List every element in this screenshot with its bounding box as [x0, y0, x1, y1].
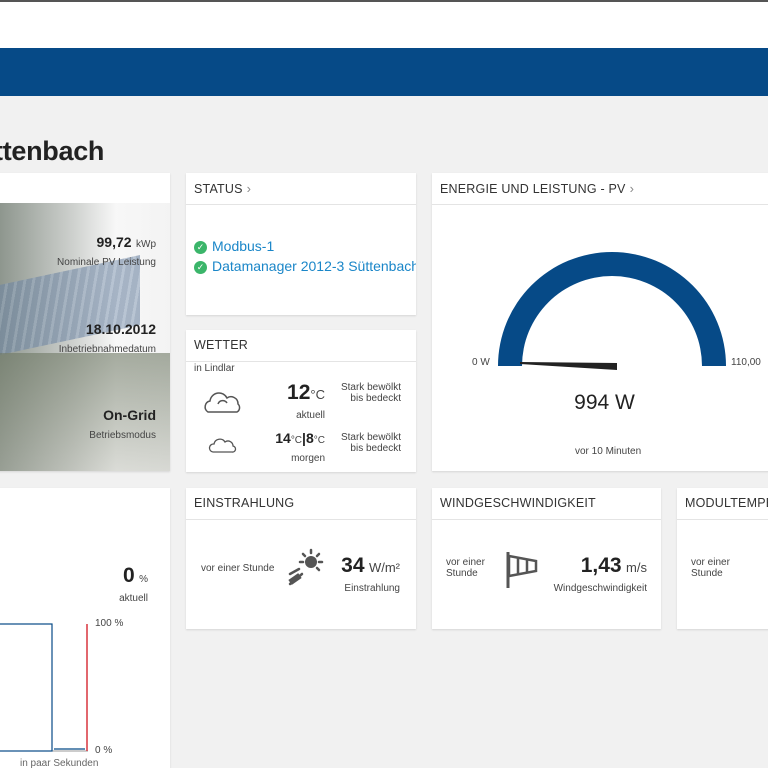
autarky-label: aktuell	[119, 593, 148, 604]
page-title: ttenbach	[0, 136, 105, 166]
commissioning-date-value: 18.10.2012	[85, 321, 156, 337]
gauge-needle	[520, 362, 617, 370]
gauge-max-label: 110,00	[731, 357, 761, 368]
chart-footnote: in paar Sekunden	[20, 758, 99, 768]
gauge-min-label: 0 W	[472, 357, 490, 368]
weather-tomorrow-low-unit: °C	[313, 435, 325, 446]
weather-card-title: WETTER	[194, 338, 248, 352]
top-header-bar	[0, 0, 768, 48]
energy-timestamp: vor 10 Minuten	[575, 446, 642, 457]
module-card-title: MODULTEMPE	[685, 496, 768, 510]
irradiation-value-block: 34 W/m² Einstrahlung	[341, 554, 400, 596]
irradiation-card-title: EINSTRAHLUNG	[194, 496, 295, 510]
energy-power-card: ENERGIE UND LEISTUNG - PV › 0 W 110,00 99…	[432, 173, 768, 471]
wind-time-line1: vor einer	[446, 557, 485, 568]
weather-tomorrow-label: morgen	[291, 453, 325, 464]
weather-tomorrow: 14°C|8°C morgen	[275, 430, 325, 464]
weather-tomorrow-high: 14	[275, 430, 291, 446]
irradiation-label: Einstrahlung	[344, 583, 400, 594]
irradiation-card-header: EINSTRAHLUNG	[186, 488, 416, 520]
nominal-power: 99,72 kWp Nominale PV Leistung	[57, 234, 156, 270]
chart-axis-bottom: 0 %	[95, 745, 113, 756]
commissioning-date: 18.10.2012 Inbetriebnahmedatum	[59, 321, 156, 357]
energy-card-header[interactable]: ENERGIE UND LEISTUNG - PV ›	[432, 173, 768, 205]
weather-now-unit: °C	[310, 387, 325, 402]
ground-image	[0, 353, 170, 471]
irradiation-card: EINSTRAHLUNG vor einer Stunde 34 W/m² Ei…	[186, 488, 416, 629]
commissioning-date-label: Inbetriebnahmedatum	[58, 344, 156, 355]
check-circle-icon: ✓	[194, 241, 207, 254]
status-item-datamanager[interactable]: ✓ Datamanager 2012-3 Süttenbach	[194, 258, 416, 274]
weather-now: 12°C aktuell	[287, 381, 325, 423]
windsock-icon	[506, 552, 538, 588]
status-item-label: Modbus-1	[212, 238, 275, 254]
autarky-bar-chart	[0, 623, 88, 752]
weather-now-desc: Stark bewölkt bis bedeckt	[338, 382, 401, 404]
weather-tomorrow-desc: Stark bewölkt bis bedeckt	[338, 432, 401, 454]
chevron-right-icon: ›	[629, 181, 635, 196]
wind-time-line2: Stunde	[446, 568, 478, 579]
chart-axis-top: 100 %	[95, 618, 124, 629]
status-item-label: Datamanager 2012-3 Süttenbach	[212, 258, 416, 274]
module-temperature-card: MODULTEMPE vor einer Stunde	[677, 488, 768, 629]
weather-card: WETTER in Lindlar 12°C aktuell Stark bew…	[186, 330, 416, 472]
wind-label: Windgeschwindigkeit	[553, 583, 647, 594]
autarky-current: 0 % aktuell	[119, 564, 148, 606]
weather-tomorrow-low: 8	[305, 430, 314, 446]
status-card-header[interactable]: STATUS ›	[186, 173, 416, 205]
autarky-unit: %	[139, 574, 148, 585]
cloudy-small-icon	[208, 438, 237, 453]
chevron-right-icon: ›	[246, 181, 252, 196]
wind-timestamp: vor einer Stunde	[446, 557, 485, 579]
power-gauge	[498, 252, 726, 370]
navigation-bar	[0, 48, 768, 96]
autarky-value: 0	[122, 564, 135, 587]
weather-now-temp: 12	[287, 381, 311, 404]
operating-mode-value: On-Grid	[103, 407, 156, 423]
irradiation-unit: W/m²	[368, 560, 400, 575]
weather-tomorrow-desc-line1: Stark bewölkt	[340, 432, 401, 443]
irradiation-timestamp: vor einer Stunde	[201, 563, 275, 574]
chart-bar	[0, 623, 53, 752]
wind-speed-card: WINDGESCHWINDIGKEIT vor einer Stunde 1,4…	[432, 488, 661, 629]
gauge-arc	[498, 252, 726, 366]
nominal-power-unit: kWp	[136, 239, 156, 250]
weather-now-label: aktuell	[296, 410, 325, 421]
sun-irradiation-icon	[288, 548, 324, 586]
weather-now-desc-line2: bis bedeckt	[350, 393, 401, 404]
weather-now-desc-line1: Stark bewölkt	[340, 382, 401, 393]
weather-tomorrow-high-unit: °C	[290, 435, 303, 446]
module-timestamp: vor einer Stunde	[691, 557, 730, 579]
status-card-title: STATUS	[194, 182, 243, 196]
autarky-card: 0 % aktuell 100 % 0 % in paar Sekunden	[0, 488, 170, 768]
operating-mode: On-Grid Betriebsmodus	[89, 407, 156, 443]
status-item-modbus[interactable]: ✓ Modbus-1	[194, 238, 274, 254]
wind-unit: m/s	[626, 560, 647, 575]
module-card-header: MODULTEMPE	[677, 488, 768, 520]
wind-card-header: WINDGESCHWINDIGKEIT	[432, 488, 661, 520]
wind-value: 1,43	[580, 554, 622, 577]
operating-mode-label: Betriebsmodus	[89, 430, 156, 441]
module-time-line1: vor einer	[691, 557, 730, 568]
module-time-line2: Stunde	[691, 568, 723, 579]
irradiation-value: 34	[341, 554, 365, 577]
current-power-value: 994 W	[574, 391, 635, 414]
status-card: STATUS › ✓ Modbus-1 ✓ Datamanager 2012-3 Sü…	[186, 173, 416, 315]
plant-overview-card: 99,72 kWp Nominale PV Leistung 18.10.201…	[0, 173, 170, 471]
weather-tomorrow-desc-line2: bis bedeckt	[350, 443, 401, 454]
nominal-power-value: 99,72	[96, 234, 132, 250]
wind-card-title: WINDGESCHWINDIGKEIT	[440, 496, 596, 510]
check-circle-icon: ✓	[194, 261, 207, 274]
plant-photo	[0, 203, 170, 471]
cloudy-icon	[204, 392, 241, 413]
energy-card-title: ENERGIE UND LEISTUNG - PV	[440, 182, 626, 196]
weather-location: in Lindlar	[194, 363, 235, 374]
nominal-power-label: Nominale PV Leistung	[57, 257, 156, 268]
wind-value-block: 1,43 m/s Windgeschwindigkeit	[554, 554, 647, 596]
weather-card-header: WETTER	[186, 330, 416, 362]
